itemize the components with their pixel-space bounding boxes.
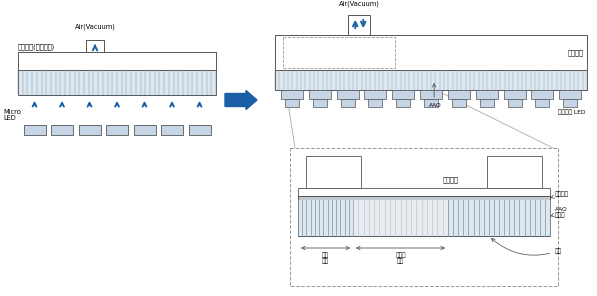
Bar [364,90,386,99]
Bar [353,200,448,236]
Text: 마이크로 LED: 마이크로 LED [558,109,585,115]
Bar [18,52,216,70]
Bar [536,99,549,107]
Bar [563,99,577,107]
Text: Micro
LED: Micro LED [3,109,21,121]
Bar [448,90,470,99]
Bar [424,99,438,107]
Bar [281,90,303,99]
Text: 비홀착
영역: 비홀착 영역 [395,252,406,264]
Bar [18,70,216,95]
Text: AAO
다공층: AAO 다공층 [551,207,568,218]
Bar [86,40,104,52]
Text: 홀착
영역: 홀착 영역 [322,252,329,264]
Bar [161,125,183,135]
Bar [313,99,327,107]
Bar [348,15,370,35]
Bar [337,90,359,99]
Bar [340,99,355,107]
Text: 진공챔버: 진공챔버 [568,49,584,56]
Bar [487,156,542,188]
Bar [452,99,466,107]
FancyArrow shape [225,91,257,110]
Bar [285,99,299,107]
Text: 기공: 기공 [491,238,562,255]
Bar [298,200,353,236]
Text: AAO: AAO [429,103,441,108]
Bar [189,125,211,135]
Bar [306,156,361,188]
Bar [290,148,558,286]
Bar [23,125,45,135]
Text: Air(Vacuum): Air(Vacuum) [75,23,115,30]
Bar [448,200,550,236]
Bar [275,70,587,90]
Bar [298,196,550,200]
Text: Air(Vacuum): Air(Vacuum) [339,1,380,7]
Bar [134,125,155,135]
Bar [396,99,410,107]
Bar [531,90,553,99]
Text: 진공챔버: 진공챔버 [443,177,459,183]
Bar [503,90,525,99]
Bar [368,99,382,107]
Bar [420,90,442,99]
Bar [298,196,550,236]
Text: 전사헤드(진공흡착): 전사헤드(진공흡착) [18,44,56,50]
Bar [51,125,73,135]
Bar [507,99,522,107]
Bar [106,125,128,135]
Bar [78,125,100,135]
Bar [476,90,498,99]
Bar [392,90,414,99]
Bar [283,37,395,68]
Bar [298,188,550,196]
Bar [275,70,587,90]
Bar [18,70,216,95]
Bar [479,99,494,107]
Bar [559,90,581,99]
Bar [275,35,587,70]
Bar [309,90,331,99]
Text: 베리어층: 베리어층 [551,191,569,198]
